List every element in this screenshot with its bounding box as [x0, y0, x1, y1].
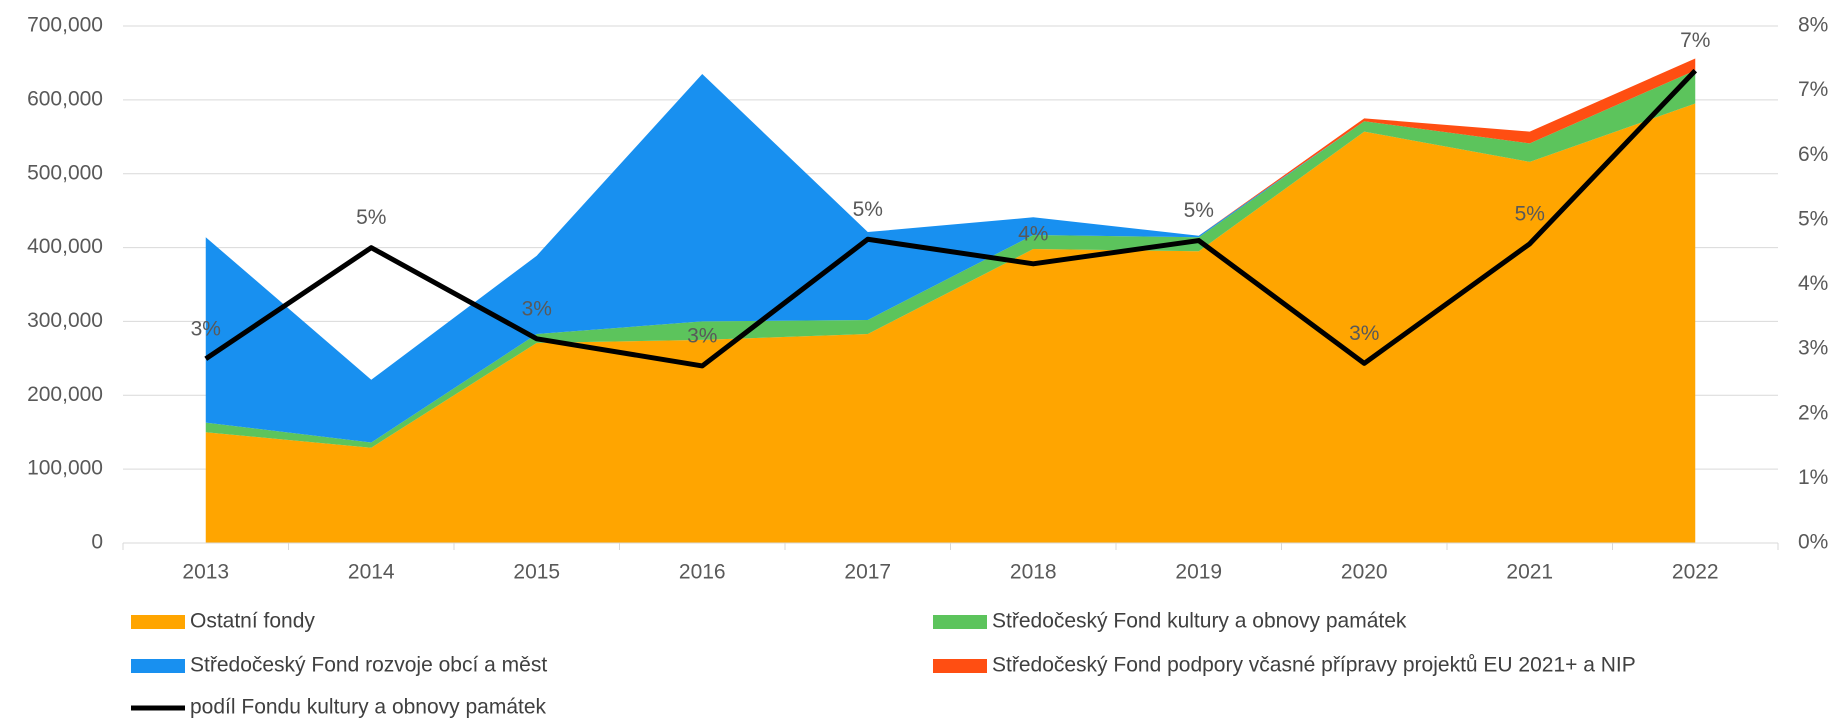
y-tick-label: 100,000	[27, 457, 103, 480]
x-tick-label: 2020	[1341, 561, 1388, 584]
y2-tick-label: 1%	[1798, 466, 1828, 489]
data-label: 5%	[853, 198, 883, 221]
data-label: 5%	[1515, 202, 1545, 225]
legend-swatch	[131, 659, 185, 673]
legend-label: Středočeský Fond rozvoje obcí a měst	[190, 654, 547, 677]
data-label: 3%	[687, 324, 717, 347]
area	[205, 70, 1696, 443]
x-tick-label: 2022	[1672, 561, 1719, 584]
y-tick-label: 600,000	[27, 87, 103, 110]
data-label: 3%	[522, 297, 552, 320]
data-label: 5%	[356, 206, 386, 229]
y2-tick-label: 7%	[1798, 78, 1828, 101]
legend-swatch	[933, 659, 987, 673]
y2-tick-label: 8%	[1798, 14, 1828, 37]
data-label: 3%	[191, 317, 221, 340]
legend-swatch	[131, 615, 185, 629]
legend-label: Středočeský Fond podpory včasné přípravy…	[992, 654, 1636, 677]
y-tick-label: 400,000	[27, 235, 103, 258]
x-tick-label: 2013	[182, 561, 229, 584]
x-tick-label: 2018	[1010, 561, 1057, 584]
legend-label: podíl Fondu kultury a obnovy památek	[190, 696, 547, 719]
legend-label: Středočeský Fond kultury a obnovy památe…	[992, 610, 1407, 633]
y-tick-label: 500,000	[27, 161, 103, 184]
y2-tick-label: 6%	[1798, 143, 1828, 166]
y2-tick-label: 4%	[1798, 272, 1828, 295]
area	[205, 103, 1696, 544]
y-tick-label: 700,000	[27, 14, 103, 37]
data-label: 7%	[1680, 29, 1710, 52]
y2-tick-label: 3%	[1798, 337, 1828, 360]
y2-tick-label: 2%	[1798, 401, 1828, 424]
data-label: 4%	[1018, 222, 1048, 245]
x-tick-label: 2019	[1175, 561, 1222, 584]
x-tick-label: 2016	[679, 561, 726, 584]
y-tick-label: 300,000	[27, 309, 103, 332]
y2-tick-label: 0%	[1798, 531, 1828, 554]
x-tick-label: 2014	[348, 561, 395, 584]
x-tick-label: 2015	[513, 561, 560, 584]
data-label: 5%	[1184, 199, 1214, 222]
data-label: 3%	[1349, 322, 1379, 345]
line	[204, 68, 1698, 369]
x-tick-label: 2017	[844, 561, 891, 584]
x-tick-label: 2021	[1506, 561, 1553, 584]
legend-label: Ostatní fondy	[190, 610, 315, 633]
y2-tick-label: 5%	[1798, 207, 1828, 230]
y-tick-label: 200,000	[27, 383, 103, 406]
legend-swatch	[933, 615, 987, 629]
y-tick-label: 0	[91, 531, 103, 554]
